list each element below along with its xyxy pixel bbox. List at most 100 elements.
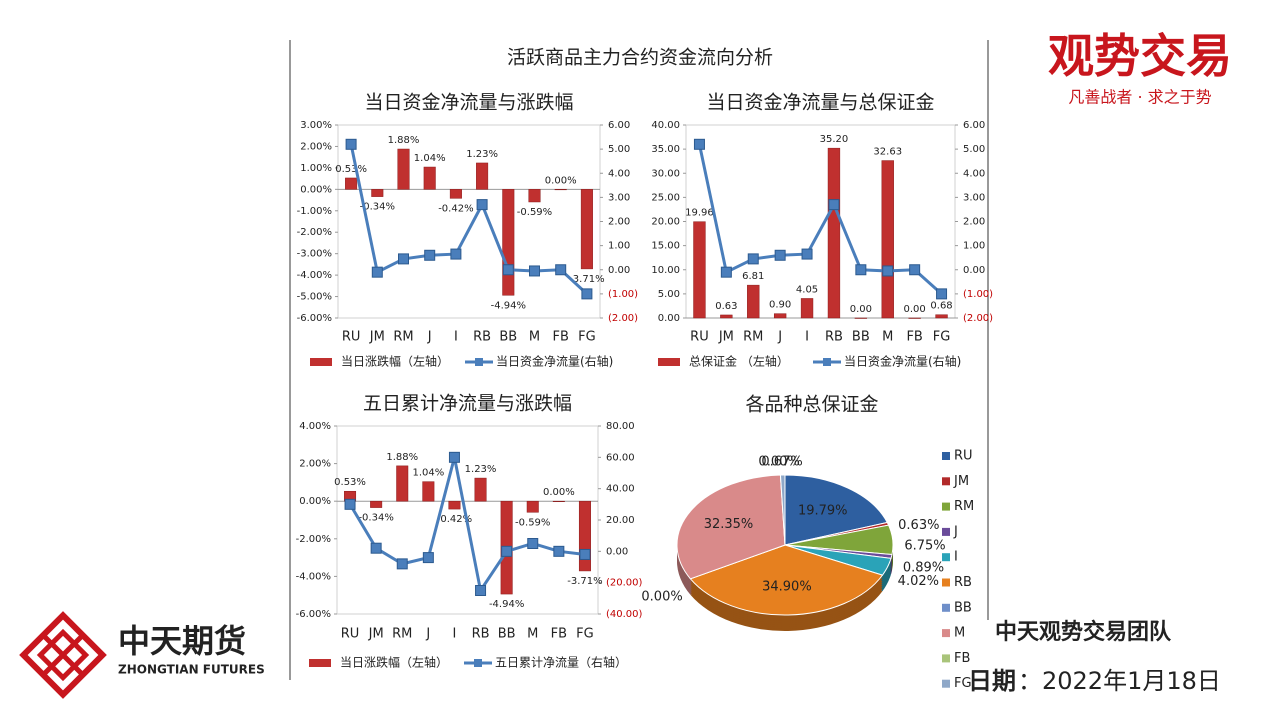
y2-tick-label: 3.00 — [608, 192, 630, 203]
y2-tick-label: 0.00 — [963, 265, 985, 276]
legend-label: FB — [954, 651, 970, 666]
data-label: 0.67% — [761, 455, 802, 470]
x-tick-label: I — [453, 627, 457, 642]
x-tick-label: JM — [718, 330, 734, 345]
legend-swatch — [658, 358, 680, 366]
line-marker — [855, 264, 867, 276]
x-tick-label: RM — [743, 330, 763, 345]
legend-swatch — [823, 358, 831, 366]
data-label: 0.90 — [769, 300, 791, 311]
line-marker — [345, 138, 357, 150]
line-marker — [424, 249, 436, 261]
x-tick-label: FB — [906, 330, 922, 345]
bar — [747, 284, 760, 319]
data-label: 32.35% — [704, 517, 754, 532]
line-marker — [774, 249, 786, 261]
x-tick-label: JM — [369, 330, 385, 345]
line-marker — [579, 548, 591, 560]
y-tick-label: 4.00% — [299, 421, 331, 432]
x-tick-label: FG — [576, 627, 594, 642]
plot-area — [685, 124, 956, 319]
line-marker — [448, 451, 460, 463]
line-marker — [529, 265, 540, 277]
data-label: 1.23% — [465, 464, 497, 475]
x-tick-label: M — [882, 330, 893, 345]
line — [349, 143, 588, 295]
y-tick-label: 30.00 — [651, 168, 680, 179]
bar — [578, 500, 591, 572]
y2-tick-label: 4.00 — [963, 168, 985, 179]
y2-tick-label: (2.00) — [608, 313, 638, 324]
y2-tick-label: (20.00) — [606, 578, 643, 589]
legend-label: 当日涨跌幅（左轴） — [341, 354, 449, 369]
legend-label: RU — [954, 449, 973, 464]
legend-swatch — [942, 654, 950, 663]
data-label: 35.20 — [820, 134, 849, 145]
line-marker — [422, 552, 434, 564]
bar — [554, 189, 567, 191]
chart-title: 各品种总保证金 — [745, 394, 878, 416]
line-marker — [502, 264, 514, 276]
y-tick-label: -3.00% — [297, 249, 332, 260]
chart-title: 当日资金净流量与涨跌幅 — [364, 92, 573, 114]
x-tick-label: RM — [393, 330, 413, 345]
legend-swatch — [942, 553, 950, 562]
company-name-en: ZHONGTIAN FUTURES — [118, 663, 265, 677]
y-tick-label: 25.00 — [651, 192, 680, 203]
legend-label: J — [953, 524, 958, 539]
data-label: 19.96 — [685, 208, 714, 219]
bar — [448, 500, 461, 510]
data-label: -0.34% — [360, 202, 395, 213]
data-label: -4.94% — [489, 599, 524, 610]
legend-swatch — [474, 659, 482, 667]
x-tick-label: RU — [342, 330, 361, 345]
legend-label: 当日涨跌幅（左轴） — [340, 655, 448, 670]
legend-swatch — [475, 358, 483, 366]
y-tick-label: -1.00% — [297, 206, 332, 217]
legend-swatch — [942, 477, 950, 486]
y-tick-label: -6.00% — [296, 609, 331, 620]
y2-tick-label: 2.00 — [608, 217, 630, 228]
y-tick-label: 15.00 — [651, 241, 680, 252]
line-marker — [882, 265, 894, 277]
date-value: ：2022年1月18日 — [1018, 667, 1221, 695]
y-tick-label: 40.00 — [651, 120, 680, 131]
bar — [502, 189, 515, 296]
y2-tick-label: 40.00 — [606, 484, 635, 495]
y-tick-label: 10.00 — [651, 265, 680, 276]
data-label: -0.59% — [515, 517, 550, 528]
data-label: 19.79% — [798, 503, 848, 518]
x-tick-label: M — [529, 330, 540, 345]
legend-label: 当日资金净流量(右轴) — [844, 354, 961, 369]
legend-label: M — [954, 626, 965, 641]
y-tick-label: 0.00% — [299, 496, 331, 507]
y-tick-label: -4.00% — [296, 571, 331, 582]
legend-swatch — [942, 603, 950, 612]
x-tick-label: FG — [933, 330, 951, 345]
y-tick-label: 2.00% — [299, 459, 331, 470]
data-label: -0.34% — [358, 513, 393, 524]
legend-label: 五日累计净流量（右轴） — [495, 655, 627, 670]
data-label: -3.71% — [567, 576, 602, 587]
x-tick-label: JM — [368, 627, 384, 642]
data-label: 0.63 — [715, 301, 737, 312]
x-tick-label: J — [425, 627, 430, 642]
y-tick-label: 0.00% — [300, 184, 332, 195]
bar — [908, 317, 921, 319]
data-label: -3.71% — [569, 274, 604, 285]
chart-title: 当日资金净流量与总保证金 — [706, 92, 934, 114]
bar — [800, 298, 814, 319]
bar — [854, 317, 868, 319]
data-label: 0.00% — [641, 589, 682, 604]
chart-title: 五日累计净流量与涨跌幅 — [363, 393, 572, 415]
line-marker — [828, 199, 840, 211]
data-label: 0.53% — [335, 164, 367, 175]
x-tick-label: M — [527, 627, 538, 642]
y2-tick-label: (1.00) — [963, 289, 993, 300]
data-label: 0.63% — [898, 518, 939, 533]
x-tick-label: J — [777, 330, 782, 345]
bar — [580, 189, 593, 270]
y-tick-label: 3.00% — [300, 120, 332, 131]
y2-tick-label: 60.00 — [606, 452, 635, 463]
